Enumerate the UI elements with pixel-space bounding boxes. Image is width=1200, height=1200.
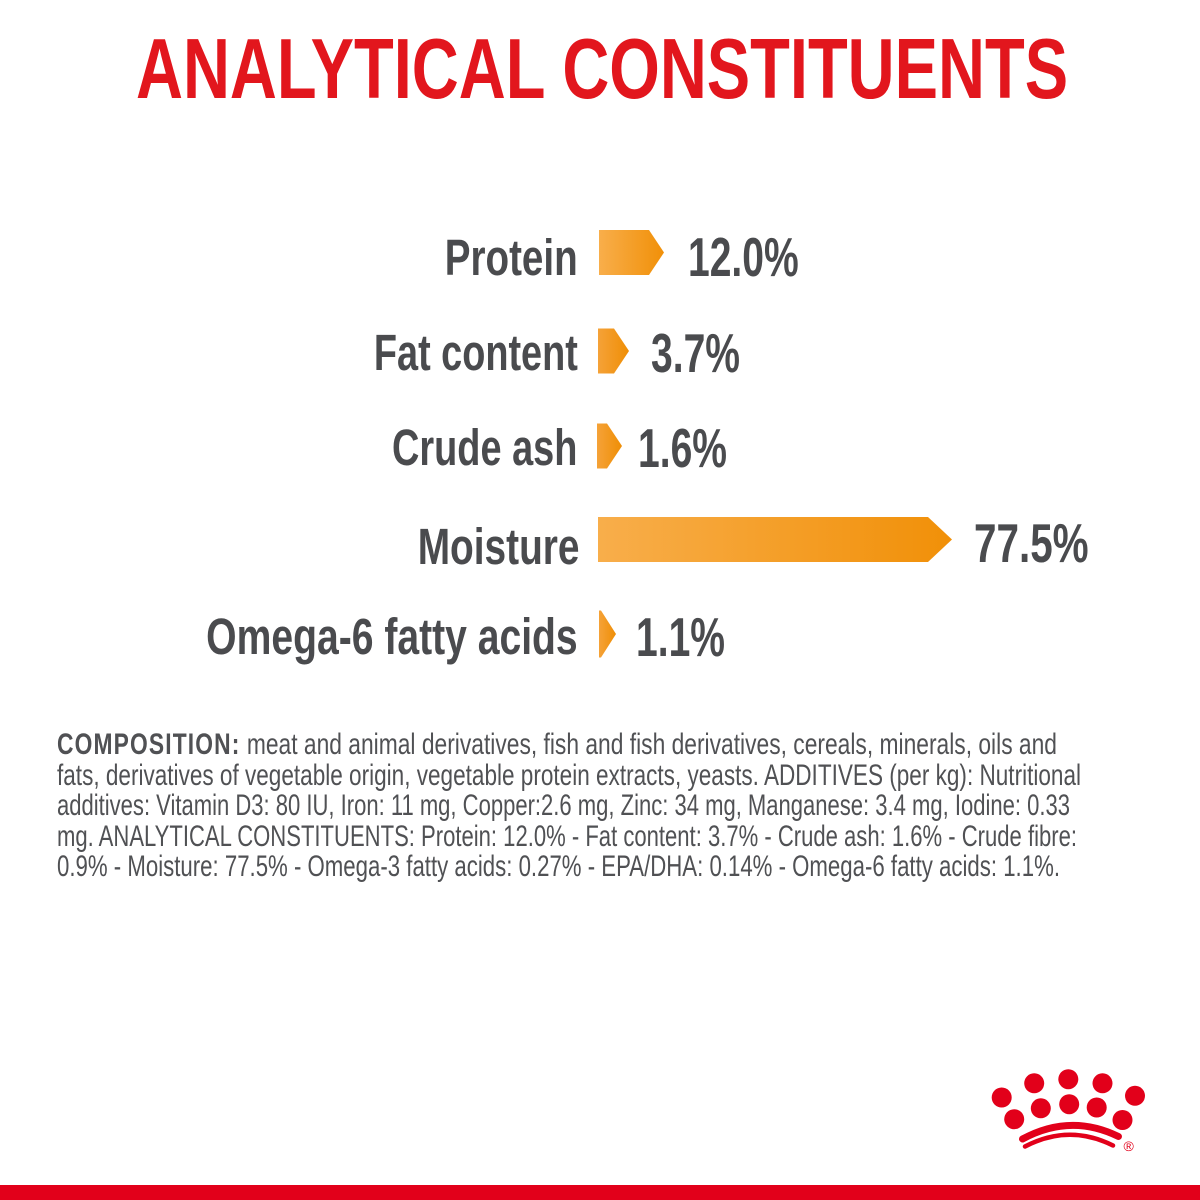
svg-text:®: ®: [1124, 1138, 1135, 1154]
